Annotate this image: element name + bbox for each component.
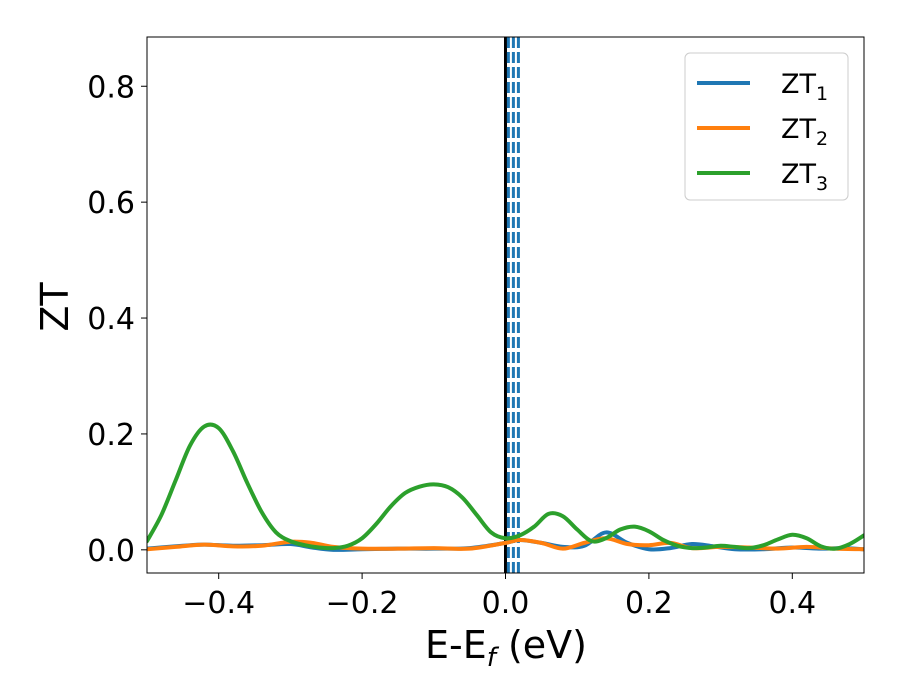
- y-axis-title: ZT: [33, 282, 77, 332]
- x-axis-title-unit: (eV): [496, 623, 587, 667]
- x-tick-label: −0.4: [182, 586, 255, 621]
- legend-label-zt3: ZT3: [781, 159, 828, 195]
- legend-label-zt2: ZT2: [781, 114, 828, 150]
- x-tick-label: 0.0: [482, 586, 530, 621]
- vertical-lines: [504, 37, 520, 573]
- x-axis-title-main: E-E: [425, 623, 487, 667]
- x-axis-title: E-Ef (eV): [425, 623, 587, 673]
- y-tick-label: 0.4: [87, 302, 135, 337]
- y-tick-label: 0.2: [87, 418, 135, 453]
- y-tick-label: 0.0: [87, 534, 135, 569]
- y-tick-label: 0.6: [87, 186, 135, 221]
- series-lines: [147, 422, 864, 552]
- y-tick-label: 0.8: [87, 70, 135, 105]
- y-axis-ticks: 0.0 0.2 0.4 0.6 0.8: [87, 70, 147, 569]
- x-tick-label: 0.2: [625, 586, 673, 621]
- x-axis-ticks: −0.4 −0.2 0.0 0.2 0.4: [182, 573, 816, 621]
- legend: ZT1 ZT2 ZT3: [684, 52, 849, 201]
- series-line-zt3: [147, 422, 864, 551]
- legend-label-zt1: ZT1: [781, 69, 828, 105]
- x-tick-label: 0.4: [768, 586, 816, 621]
- x-tick-label: −0.2: [326, 586, 399, 621]
- legend-box: [684, 52, 849, 201]
